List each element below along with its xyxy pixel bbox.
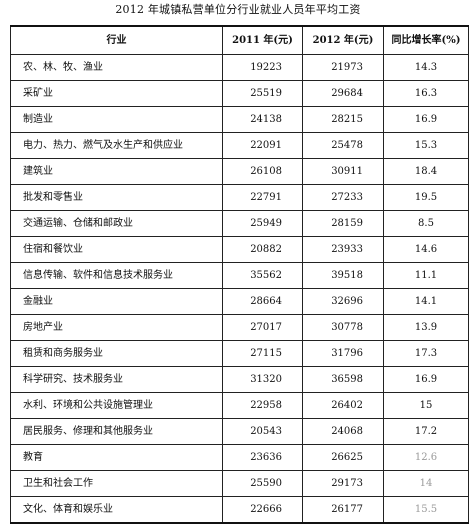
wage-2012-cell: 24068: [302, 418, 384, 445]
industry-cell: 制造业: [10, 106, 223, 133]
wage-2011-cell: 28664: [222, 288, 303, 315]
industry-cell: 信息传输、软件和信息技术服务业: [10, 262, 223, 289]
growth-rate-cell: 16.9: [383, 366, 469, 393]
wage-2012-cell: 30911: [302, 158, 384, 185]
wage-2011-cell: 22091: [222, 132, 303, 159]
wage-2011-cell: 20543: [222, 418, 303, 445]
wage-2012-cell: 28159: [302, 210, 384, 237]
wage-2011-cell: 22958: [222, 392, 303, 419]
growth-rate-cell: 19.5: [383, 184, 469, 211]
table-body: 农、林、牧、渔业 19223 21973 14.3 采矿业 25519 29684 16.3 制…: [10, 54, 469, 524]
table-row: 租赁和商务服务业 27115 31796 17.3: [10, 340, 469, 367]
industry-cell: 居民服务、修理和其他服务业: [10, 418, 223, 445]
wage-2011-cell: 20882: [222, 236, 303, 263]
industry-cell: 科学研究、技术服务业: [10, 366, 223, 393]
wage-2011-cell: 35562: [222, 262, 303, 289]
wage-2011-cell: 25519: [222, 80, 303, 107]
wage-2011-cell: 25949: [222, 210, 303, 237]
growth-rate-cell: 17.2: [383, 418, 469, 445]
wage-2012-cell: 31796: [302, 340, 384, 367]
wage-2011-cell: 22666: [222, 496, 303, 524]
wage-2011-cell: 26108: [222, 158, 303, 185]
table-row: 采矿业 25519 29684 16.3: [10, 80, 469, 107]
wage-2012-cell: 32696: [302, 288, 384, 315]
industry-cell: 交通运输、仓储和邮政业: [10, 210, 223, 237]
table-row: 卫生和社会工作 25590 29173 14: [10, 470, 469, 497]
growth-rate-cell: 14: [383, 470, 469, 497]
wage-2011-cell: 22791: [222, 184, 303, 211]
wage-2012-cell: 29684: [302, 80, 384, 107]
table-row: 居民服务、修理和其他服务业 20543 24068 17.2: [10, 418, 469, 445]
wage-2011-cell: 27115: [222, 340, 303, 367]
wage-2012-cell: 21973: [302, 54, 384, 81]
industry-cell: 采矿业: [10, 80, 223, 107]
table-header-row: 行业 2011 年(元) 2012 年(元) 同比增长率(%): [10, 25, 469, 55]
growth-rate-cell: 15.5: [383, 496, 469, 524]
wage-2012-cell: 30778: [302, 314, 384, 341]
industry-cell: 住宿和餐饮业: [10, 236, 223, 263]
table-row: 房地产业 27017 30778 13.9: [10, 314, 469, 341]
growth-rate-cell: 15: [383, 392, 469, 419]
table-row: 信息传输、软件和信息技术服务业 35562 39518 11.1: [10, 262, 469, 289]
growth-rate-cell: 14.6: [383, 236, 469, 263]
table-row: 交通运输、仓储和邮政业 25949 28159 8.5: [10, 210, 469, 237]
page-title: 2012 年城镇私营单位分行业就业人员年平均工资: [115, 3, 361, 16]
industry-cell: 水利、环境和公共设施管理业: [10, 392, 223, 419]
wage-2012-cell: 26402: [302, 392, 384, 419]
wage-2012-cell: 27233: [302, 184, 384, 211]
industry-cell: 文化、体育和娱乐业: [10, 496, 223, 524]
wage-2012-cell: 39518: [302, 262, 384, 289]
header-2011: 2011 年(元): [222, 25, 303, 55]
wage-2011-cell: 19223: [222, 54, 303, 81]
growth-rate-cell: 11.1: [383, 262, 469, 289]
wage-2011-cell: 23636: [222, 444, 303, 471]
growth-rate-cell: 16.9: [383, 106, 469, 133]
wage-2012-cell: 23933: [302, 236, 384, 263]
industry-cell: 建筑业: [10, 158, 223, 185]
growth-rate-cell: 15.3: [383, 132, 469, 159]
wage-2011-cell: 27017: [222, 314, 303, 341]
growth-rate-cell: 16.3: [383, 80, 469, 107]
table-row: 住宿和餐饮业 20882 23933 14.6: [10, 236, 469, 263]
industry-cell: 房地产业: [10, 314, 223, 341]
industry-cell: 金融业: [10, 288, 223, 315]
wage-2012-cell: 28215: [302, 106, 384, 133]
table-row: 电力、热力、燃气及水生产和供应业 22091 25478 15.3: [10, 132, 469, 159]
header-2012: 2012 年(元): [302, 25, 384, 55]
growth-rate-cell: 17.3: [383, 340, 469, 367]
wage-2012-cell: 26177: [302, 496, 384, 524]
wage-2012-cell: 29173: [302, 470, 384, 497]
header-industry: 行业: [10, 25, 223, 55]
growth-rate-cell: 14.3: [383, 54, 469, 81]
wage-table: 行业 2011 年(元) 2012 年(元) 同比增长率(%) 农、林、牧、渔业…: [10, 25, 469, 524]
industry-cell: 教育: [10, 444, 223, 471]
wage-2012-cell: 25478: [302, 132, 384, 159]
wage-2011-cell: 24138: [222, 106, 303, 133]
wage-2012-cell: 36598: [302, 366, 384, 393]
table-row: 制造业 24138 28215 16.9: [10, 106, 469, 133]
growth-rate-cell: 8.5: [383, 210, 469, 237]
table-row: 水利、环境和公共设施管理业 22958 26402 15: [10, 392, 469, 419]
table-row: 农、林、牧、渔业 19223 21973 14.3: [10, 54, 469, 81]
table-row: 金融业 28664 32696 14.1: [10, 288, 469, 315]
table-row: 建筑业 26108 30911 18.4: [10, 158, 469, 185]
header-growth: 同比增长率(%): [383, 25, 469, 55]
industry-cell: 电力、热力、燃气及水生产和供应业: [10, 132, 223, 159]
industry-cell: 租赁和商务服务业: [10, 340, 223, 367]
industry-cell: 批发和零售业: [10, 184, 223, 211]
wage-2011-cell: 31320: [222, 366, 303, 393]
growth-rate-cell: 18.4: [383, 158, 469, 185]
growth-rate-cell: 14.1: [383, 288, 469, 315]
wage-2011-cell: 25590: [222, 470, 303, 497]
growth-rate-cell: 13.9: [383, 314, 469, 341]
table-row: 教育 23636 26625 12.6: [10, 444, 469, 471]
table-row: 批发和零售业 22791 27233 19.5: [10, 184, 469, 211]
growth-rate-cell: 12.6: [383, 444, 469, 471]
table-row: 科学研究、技术服务业 31320 36598 16.9: [10, 366, 469, 393]
table-row: 文化、体育和娱乐业 22666 26177 15.5: [10, 496, 469, 524]
industry-cell: 农、林、牧、渔业: [10, 54, 223, 81]
wage-2012-cell: 26625: [302, 444, 384, 471]
industry-cell: 卫生和社会工作: [10, 470, 223, 497]
